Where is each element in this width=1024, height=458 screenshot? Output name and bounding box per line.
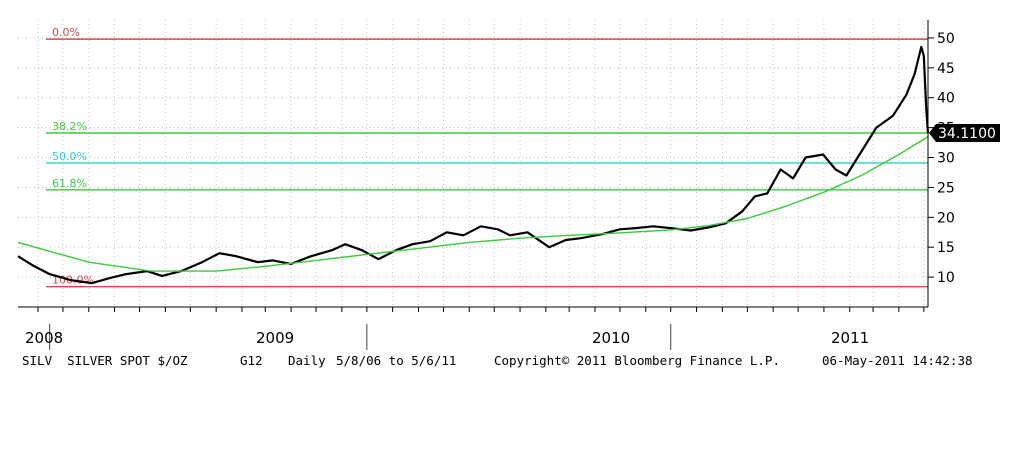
fib-label-2: 50.0% <box>52 150 87 163</box>
fib-label-3: 61.8% <box>52 177 87 190</box>
y-tick-label-25: 25 <box>937 180 955 196</box>
y-tick-label-10: 10 <box>937 270 955 286</box>
x-label-2009: 2009 <box>256 329 294 347</box>
y-tick-label-50: 50 <box>937 31 955 47</box>
y-tick-label-40: 40 <box>937 91 955 107</box>
y-tick-label-20: 20 <box>937 210 955 226</box>
x-label-2011: 2011 <box>831 329 869 347</box>
last-value-label: 34.1100 <box>938 126 996 142</box>
footer-range: 5/8/06 to 5/6/11 <box>336 353 457 368</box>
chart-footer: SILV SILVER SPOT $/OZ G12 Daily 5/8/06 t… <box>22 353 1012 458</box>
silver-price-chart: 0.0%38.2%50.0%61.8%100.0% 10152025303540… <box>17 20 1000 350</box>
axes: 10152025303540455034.1100200820092010201… <box>18 20 1000 350</box>
x-label-2008: 2008 <box>25 329 63 347</box>
y-tick-label-15: 15 <box>937 240 955 256</box>
footer-copyright: Copyright© 2011 Bloomberg Finance L.P. <box>494 353 780 368</box>
footer-frequency: Daily <box>288 353 326 368</box>
footer-timestamp: 06-May-2011 14:42:38 <box>822 353 973 368</box>
x-label-2010: 2010 <box>592 329 630 347</box>
fib-label-0: 0.0% <box>52 26 80 39</box>
footer-ticker: SILV SILVER SPOT $/OZ <box>22 353 188 368</box>
series-line-1 <box>17 136 929 272</box>
fibonacci-levels: 0.0%38.2%50.0%61.8%100.0% <box>46 26 928 288</box>
fib-label-1: 38.2% <box>52 120 87 133</box>
footer-code: G12 <box>240 353 263 368</box>
last-value-box <box>929 123 1000 142</box>
y-tick-label-45: 45 <box>937 61 955 77</box>
y-tick-label-30: 30 <box>937 151 955 167</box>
series-lines <box>17 45 930 285</box>
series-line-0 <box>17 45 930 285</box>
